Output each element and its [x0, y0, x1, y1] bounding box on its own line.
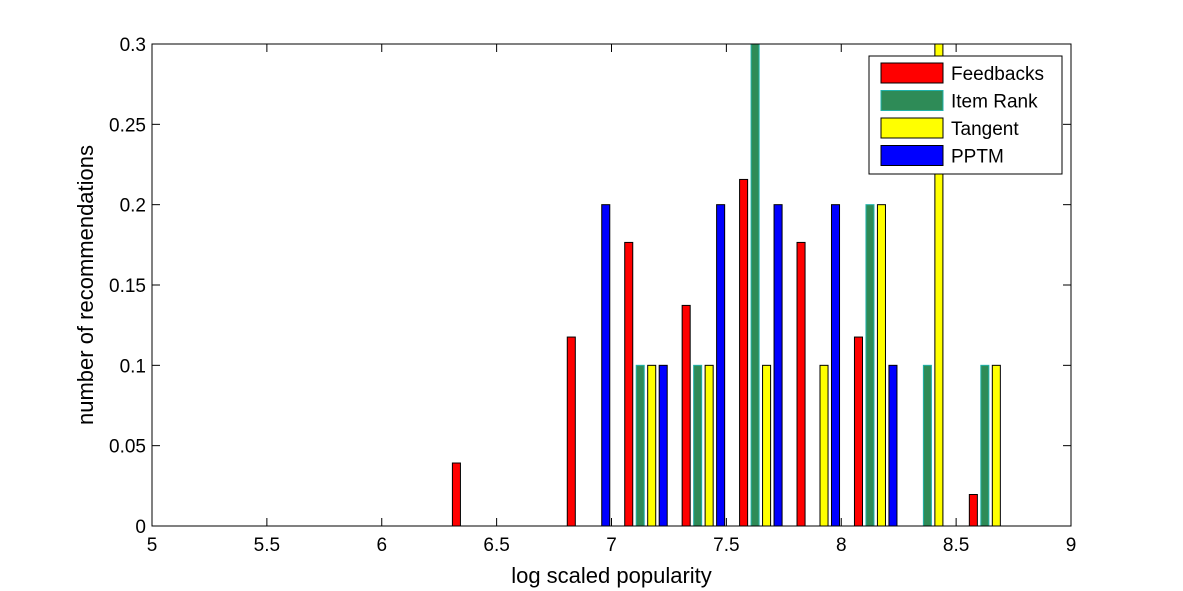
- bar-item-rank: [750, 43, 760, 527]
- y-tick-label: 0: [135, 517, 146, 538]
- bar-pptm: [658, 364, 668, 527]
- bar-feedbacks: [739, 178, 749, 527]
- legend: Feedbacks Item Rank Tangent PPTM: [868, 55, 1063, 175]
- bar-feedbacks: [624, 241, 634, 527]
- x-tick-label: 8: [836, 535, 847, 556]
- bar-pptm: [773, 204, 783, 527]
- x-tick-label: 9: [1066, 535, 1077, 556]
- y-tick-label: 0.25: [109, 115, 146, 136]
- bars-layer: [451, 43, 1001, 527]
- bar-feedbacks: [853, 336, 864, 527]
- bar-feedbacks: [796, 241, 806, 527]
- bar-pptm: [888, 364, 898, 527]
- bar-pptm: [830, 204, 841, 527]
- y-tick-label: 0.15: [109, 276, 146, 297]
- x-tick-label: 8.5: [943, 535, 969, 556]
- legend-swatch-pptm: [880, 145, 944, 166]
- x-tick-label: 7.5: [713, 535, 739, 556]
- x-tick-label: 7: [606, 535, 617, 556]
- bar-tangent: [991, 364, 1001, 527]
- bar-item-rank: [922, 364, 932, 527]
- y-tick-label: 0.1: [120, 356, 146, 377]
- legend-swatch-feedbacks: [880, 62, 944, 84]
- y-tick-label: 0.2: [120, 196, 146, 217]
- ticks-layer: 5 5.5 6 6.5 7 7.5 8 8.5 9 0 0.05 0.1 0.15 0.2 0.25 0.3: [109, 35, 1076, 556]
- y-axis-label: number of recommendations: [73, 145, 98, 425]
- bar-item-rank: [693, 364, 703, 527]
- x-tick-label: 5: [147, 535, 158, 556]
- legend-label-item-rank: Item Rank: [951, 92, 1038, 113]
- legend-swatch-tangent: [880, 117, 944, 139]
- y-tick-label: 0.05: [109, 437, 146, 458]
- bar-item-rank: [865, 204, 875, 527]
- x-tick-label: 6: [376, 535, 387, 556]
- bar-feedbacks: [451, 462, 461, 527]
- bar-tangent: [819, 364, 829, 527]
- x-axis-label: log scaled popularity: [511, 563, 712, 588]
- bar-pptm: [716, 204, 726, 527]
- legend-swatch-item-rank: [880, 90, 944, 111]
- bar-tangent: [762, 364, 772, 527]
- bar-item-rank: [980, 364, 990, 527]
- legend-label-tangent: Tangent: [951, 119, 1019, 140]
- y-tick-label: 0.3: [120, 35, 146, 56]
- x-tick-label: 5.5: [254, 535, 280, 556]
- bar-tangent: [704, 364, 714, 527]
- bar-feedbacks: [968, 494, 978, 527]
- legend-label-feedbacks: Feedbacks: [951, 64, 1044, 85]
- bar-item-rank: [635, 364, 645, 527]
- bar-feedbacks: [566, 336, 576, 527]
- bar-feedbacks: [681, 304, 691, 527]
- bar-pptm: [601, 204, 611, 527]
- legend-label-pptm: PPTM: [951, 147, 1004, 168]
- bar-tangent: [876, 204, 886, 527]
- x-tick-label: 6.5: [483, 535, 509, 556]
- bar-tangent: [647, 364, 657, 527]
